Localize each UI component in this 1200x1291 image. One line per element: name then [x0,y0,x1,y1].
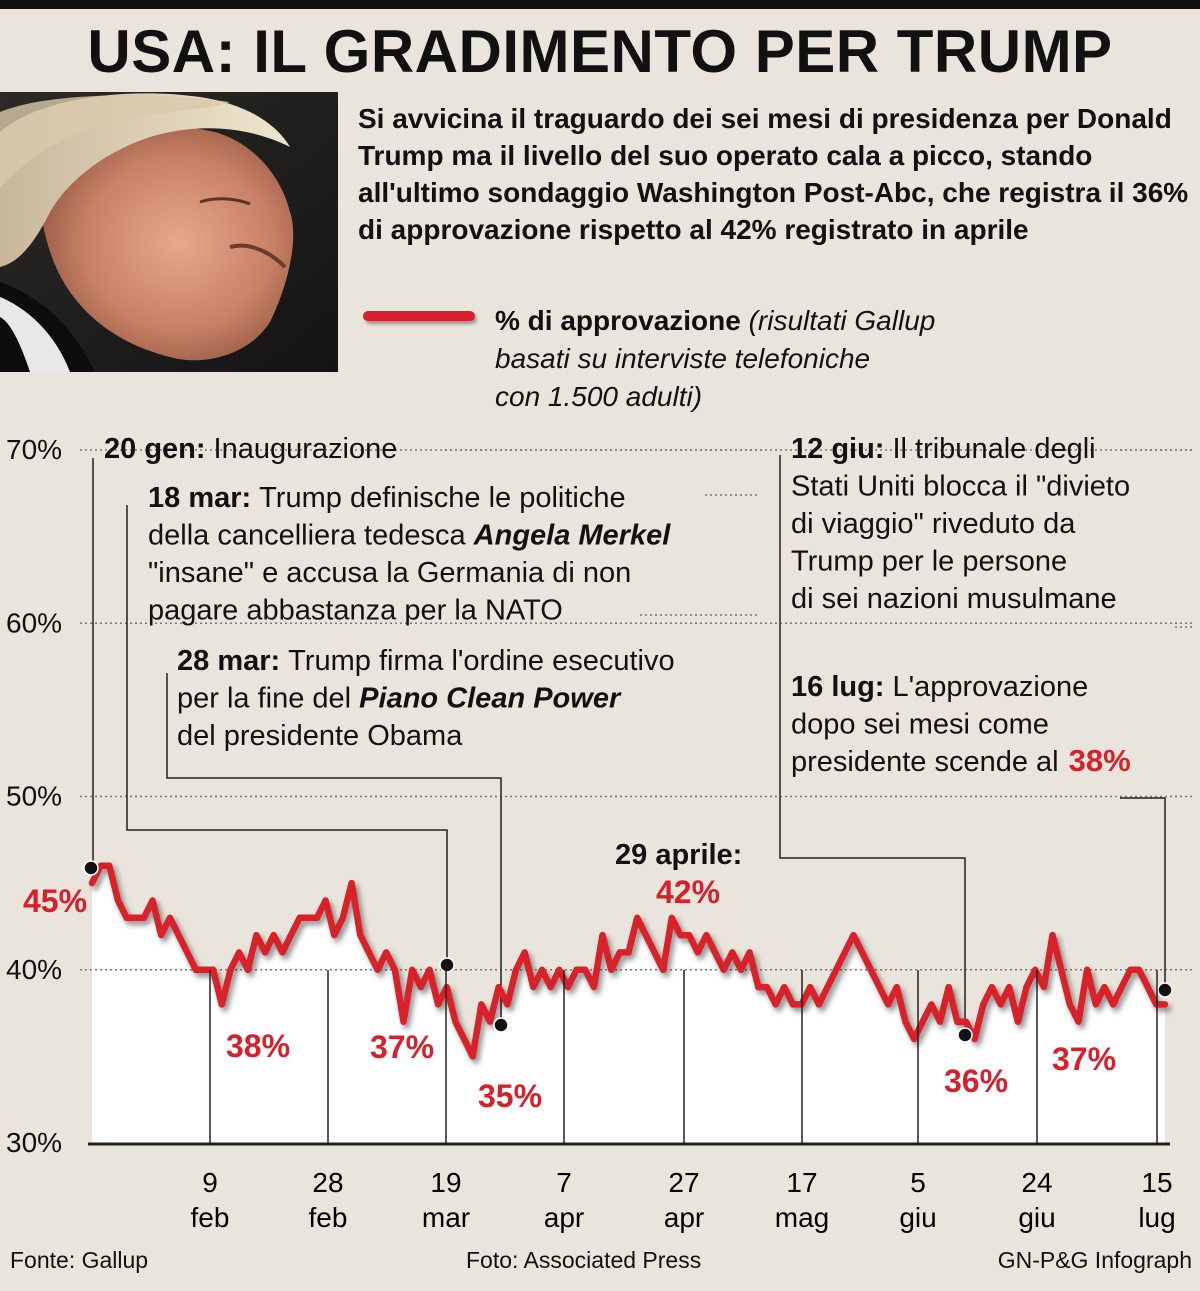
intro-text: Si avvicina il traguardo dei sei mesi di… [358,103,1189,245]
annotation-date: 16 lug: [791,671,884,703]
x-tick-month: giu [1018,1202,1055,1233]
x-tick-day: 27 [668,1167,699,1198]
data-label: 38% [226,1028,290,1064]
x-tick-month: feb [191,1202,230,1233]
x-tick-day: 28 [312,1167,343,1198]
annotation-3: 12 giu: Il tribunale degli Stati Uniti blo… [791,433,1130,615]
annotation-emphasis: Angela Merkel [473,520,672,552]
annotation-line: Trump per le persone [791,546,1067,578]
annotation-date: 28 mar: [177,645,280,677]
annotation-date: 18 mar: [148,482,251,514]
annotation-date: 20 gen: [104,433,206,465]
x-tick-day: 7 [556,1167,572,1198]
annotation-date: 12 giu: [791,433,884,465]
annotation-leaders [92,449,1195,1035]
leader-line [166,673,502,1025]
approval-line [88,862,1169,1060]
event-markers [83,860,1173,1043]
annotation-line: presidente scende al [791,746,1059,778]
x-tick-month: apr [544,1202,584,1233]
x-tick-month: mar [422,1202,470,1233]
x-axis: 9 feb 28 feb 19 mar 7 apr 27 apr 17 mag 5 giu 24 giu 15 l… [88,970,1176,1233]
legend: % di approvazione (risultati Gallup basa… [495,302,1055,416]
annotation-2: 28 mar: Trump firma l'ordine esecutivo per… [177,645,675,752]
y-tick-label: 50% [6,781,62,812]
x-tick-day: 19 [430,1167,461,1198]
page-title: USA: IL GRADIMENTO PER TRUMP [87,18,1113,85]
top-rule [0,0,1200,9]
trump-portrait-photo [0,92,338,372]
annotation-line: L'approvazione [892,671,1088,703]
gridlines [80,449,1195,971]
x-tick-month: apr [664,1202,704,1233]
annotation-line: pagare abbastanza per la NATO [148,595,563,627]
annotation-line: di sei nazioni musulmane [791,583,1117,615]
annotation-line: del presidente Obama [177,720,463,752]
annotations: 20 gen: Inaugurazione 18 mar: Trump definis… [104,433,1131,871]
legend-label: % di approvazione [495,305,741,336]
event-marker [83,860,99,876]
legend-line-swatch [363,311,475,321]
legend-note-3: con 1.500 adulti) [495,381,703,412]
data-label: 37% [1052,1041,1116,1077]
footer-credit: GN-P&G Infograph [997,1247,1192,1273]
data-label: 45% [23,883,87,919]
y-tick-label: 40% [6,954,62,985]
annotation-line: Trump firma l'ordine esecutivo [288,645,674,677]
annotation-1: 18 mar: Trump definische le politiche dell… [148,482,671,627]
event-marker [957,1027,973,1043]
annotation-line: Stati Uniti blocca il "divieto [791,471,1130,503]
y-axis-labels: 70% 60% 50% 40% 30% [6,434,62,1158]
annotation-emphasis: Piano Clean Power [359,683,622,715]
leader-line [126,505,448,965]
annotation-0: 20 gen: Inaugurazione [104,433,397,465]
approval-line-group [88,862,1169,1060]
x-tick-day: 15 [1141,1167,1172,1198]
annotation-value: 38% [1069,743,1131,778]
footer-photo-credit: Foto: Associated Press [466,1247,702,1273]
x-tick-month: giu [899,1202,936,1233]
annotation-line: per la fine del [177,683,359,715]
annotation-line: Il tribunale degli [892,433,1095,465]
data-label: 42% [656,874,720,910]
x-tick-month: feb [309,1202,348,1233]
legend-note-1: (risultati Gallup [748,305,936,336]
data-label: 37% [370,1029,434,1065]
y-tick-label: 30% [6,1127,62,1158]
annotation-4: 16 lug: L'approvazione dopo sei mesi come p… [791,671,1131,778]
x-tick-day: 24 [1021,1167,1052,1198]
leader-line [1120,797,1166,990]
y-tick-label: 60% [6,607,62,638]
x-tick-day: 5 [910,1167,926,1198]
event-marker [493,1017,509,1033]
annotation-line: Trump definische le politiche [259,482,625,514]
x-tick-day: 17 [786,1167,817,1198]
x-tick-month: lug [1138,1202,1175,1233]
annotation-5: 29 aprile: [615,839,742,871]
data-label: 35% [478,1078,542,1114]
x-tick-month: mag [775,1202,829,1233]
legend-note-2: basati su interviste telefoniche [495,343,871,374]
data-label: 36% [944,1063,1008,1099]
approval-chart: 70% 60% 50% 40% 30% 45% 38% 37% 35% 42% 36% 37% 9 f… [6,433,1195,1233]
event-marker [439,957,455,973]
footer-source: Fonte: Gallup [10,1247,149,1273]
annotation-line: di viaggio" riveduto da [791,508,1076,540]
data-labels: 45% 38% 37% 35% 42% 36% 37% [23,874,1116,1114]
x-tick-day: 9 [202,1167,218,1198]
annotation-line: dopo sei mesi come [791,709,1049,741]
annotation-line: "insane" e accusa la Germania di non [148,557,631,589]
y-tick-label: 70% [6,434,62,465]
annotation-line: Inaugurazione [214,433,398,465]
annotation-date: 29 aprile: [615,839,742,871]
annotation-line: della cancelliera tedesca [148,520,474,552]
event-marker [1157,982,1173,998]
leader-line [779,455,966,1035]
